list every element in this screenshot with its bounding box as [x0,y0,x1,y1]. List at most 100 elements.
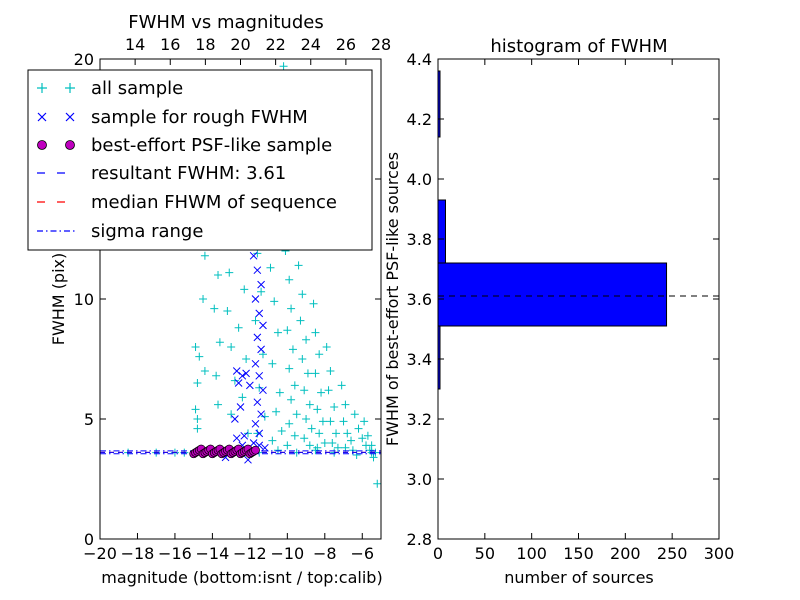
right-panel: histogram of FWHM 0 50 100 150 200 250 300 2.8… [383,36,734,587]
all-sample-point [363,431,372,440]
left-y-axis-label: FWHM (pix) [49,253,68,346]
left-top-axis-ticks: 14 16 18 20 22 24 26 28 [125,35,391,65]
legend-marker-all-sample [37,83,75,93]
rough-sample-point [257,345,265,354]
rough-sample-point [259,386,267,395]
all-sample-point [326,367,335,375]
right-x-tick-label: 200 [610,544,641,563]
right-x-tick-label: 250 [657,544,688,563]
rough-sample-point [251,295,260,303]
all-sample-point [268,436,277,445]
legend-entry-resultant-fwhm: resultant FWHM: 3.61 [37,163,286,184]
rough-sample-point [259,321,267,330]
all-sample-point [350,410,359,419]
right-x-tick-label: 150 [563,544,594,563]
legend-entry-rough-sample: sample for rough FWHM [37,107,308,128]
legend-marker-psf-sample [37,140,75,150]
all-sample-point [300,386,309,395]
all-sample-point [369,453,378,462]
rough-sample-point [234,379,243,387]
right-chart-title: histogram of FWHM [490,36,667,57]
all-sample-point [313,405,322,414]
all-sample-point [307,424,316,433]
rough-sample-point [253,333,262,342]
all-sample-point [348,446,357,455]
all-sample-point [332,429,341,438]
all-sample-point [333,443,342,452]
all-sample-point [230,376,239,385]
all-sample-point [330,403,339,411]
all-sample-point [191,343,200,351]
left-y-tick-label: 20 [74,50,94,69]
all-sample-point [242,355,251,363]
left-top-tick-label: 22 [265,35,285,54]
all-sample-point [300,434,309,443]
all-sample-point [292,410,301,419]
all-sample-point [210,304,219,313]
right-x-tick-label: 100 [516,544,547,563]
all-sample-point [341,400,350,409]
legend-label-psf-sample: best-effort PSF-like sample [91,135,332,156]
all-sample-point [193,379,202,387]
all-sample-point [238,393,247,402]
all-sample-point [311,446,320,455]
rough-sample-point [253,266,262,275]
all-sample-point [315,350,324,359]
all-sample-point [290,431,299,440]
all-sample-point [288,345,297,354]
all-sample-point [337,381,346,390]
all-sample-point [322,343,331,351]
all-sample-point [234,323,243,332]
left-x-tick-label: −14 [196,544,230,563]
all-sample-point [311,328,320,337]
all-sample-point [285,275,294,284]
legend-label-resultant-fwhm: resultant FWHM: 3.61 [91,163,286,184]
all-sample-point [294,261,303,270]
all-sample-point [285,419,294,428]
all-sample-point [199,295,208,303]
left-top-tick-label: 24 [301,35,321,54]
left-x-axis-ticks: −20 −18 −16 −14 −12 −10 −8 −6 [83,533,374,563]
left-chart-title: FWHM vs magnitudes [128,12,323,33]
legend-box [27,69,373,251]
left-plot-data [100,62,381,488]
rough-sample-point [238,371,247,380]
histogram-bar [438,70,441,138]
all-sample-point [191,405,200,414]
all-sample-point [212,371,221,380]
left-x-axis-label: magnitude (bottom:isnt / top:calib) [101,568,382,587]
right-plot-data [438,70,719,390]
all-sample-point [240,285,249,294]
left-y-tick-label: 5 [84,410,94,429]
left-top-tick-label: 18 [195,35,215,54]
legend: all sample sample for rough FWHM best-ef… [27,69,373,251]
all-sample-point [298,290,307,299]
all-sample-point [273,328,282,337]
legend-label-median-fwhm: median FHWM of sequence [91,192,337,213]
legend-entry-sigma-range: sigma range [37,221,203,242]
left-top-tick-label: 28 [371,35,391,54]
all-sample-point [328,439,337,447]
rough-sample-point [232,367,241,375]
right-y-axis-ticks: 2.8 3.0 3.2 3.4 3.6 3.8 4.0 4.2 4.4 [407,50,719,549]
left-top-tick-label: 16 [160,35,180,54]
rough-sample-point [246,381,254,390]
left-y-tick-label: 10 [74,290,94,309]
all-sample-point [253,249,262,258]
all-sample-point [305,441,314,450]
all-sample-point [279,62,288,71]
rough-sample-point [251,359,260,368]
left-x-tick-label: −8 [313,544,337,563]
all-sample-point [268,359,277,368]
all-sample-point [302,335,311,344]
right-y-axis-label: FWHM of best-effort PSF-like sources [383,152,402,446]
right-y-tick-label: 3.8 [407,230,432,249]
all-sample-point [309,299,318,308]
all-sample-point [260,412,269,421]
left-panel: FWHM vs magnitudes 14 16 18 20 22 24 26 28 −20−… [27,12,391,587]
legend-entry-psf-sample: best-effort PSF-like sample [37,135,332,156]
all-sample-point [253,429,262,438]
all-sample-point [243,429,252,438]
all-sample-point [257,287,266,296]
